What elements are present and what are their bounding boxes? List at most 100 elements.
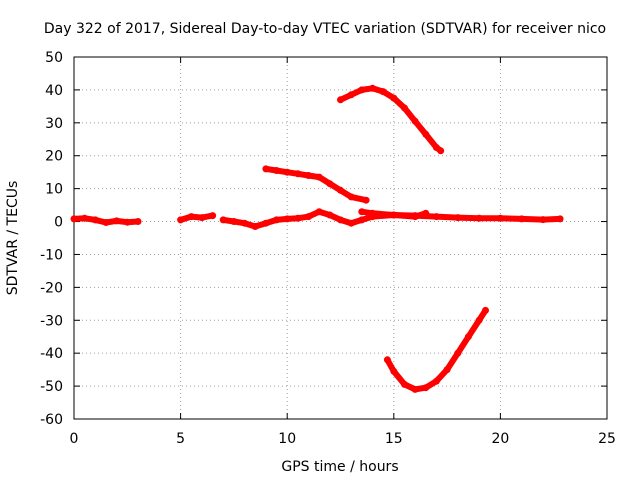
- data-point: [432, 213, 440, 221]
- data-point: [422, 384, 430, 392]
- data-point: [315, 208, 323, 216]
- data-point: [411, 117, 419, 125]
- data-point: [347, 193, 355, 201]
- data-point: [251, 223, 259, 230]
- data-point: [123, 218, 131, 226]
- data-point: [241, 219, 249, 227]
- data-point: [113, 217, 121, 225]
- data-point: [422, 209, 430, 217]
- data-point: [262, 165, 270, 173]
- data-point: [390, 367, 398, 375]
- y-tick-label: -20: [40, 280, 63, 296]
- data-point: [454, 349, 462, 357]
- y-tick-label: -60: [40, 412, 63, 428]
- data-point: [411, 213, 419, 221]
- data-point: [283, 215, 291, 223]
- data-point: [539, 216, 547, 224]
- y-tick-label: 40: [45, 83, 63, 99]
- data-point: [294, 214, 302, 222]
- data-point: [326, 211, 334, 219]
- y-tick-label: 20: [45, 149, 63, 165]
- data-point: [369, 84, 376, 92]
- plot-frame: [73, 56, 608, 420]
- data-point: [422, 130, 430, 138]
- x-tick-label: 15: [385, 431, 403, 447]
- y-tick-label: -30: [40, 313, 63, 329]
- data-point: [437, 147, 445, 155]
- data-point: [262, 219, 270, 227]
- data-point: [283, 168, 291, 176]
- y-tick-label: -10: [40, 247, 63, 263]
- y-tick-label: 10: [45, 182, 63, 198]
- data-series: [70, 84, 564, 393]
- data-point: [358, 216, 366, 224]
- data-point: [464, 333, 472, 341]
- x-tick-label: 20: [491, 431, 509, 447]
- series-arc-5: [262, 165, 370, 204]
- data-point: [273, 216, 280, 224]
- data-point: [305, 213, 312, 221]
- data-point: [411, 385, 419, 393]
- series-arc-1: [70, 214, 142, 226]
- data-point: [390, 211, 398, 219]
- y-axis-label: SDTVAR / TECUs: [5, 181, 21, 296]
- data-point: [337, 216, 344, 224]
- data-point: [337, 186, 344, 194]
- data-point: [315, 173, 323, 181]
- series-arc-6: [337, 84, 445, 155]
- data-point: [432, 377, 440, 385]
- axis-ticks: [73, 56, 608, 420]
- y-tick-label: -50: [40, 379, 63, 395]
- data-point: [401, 104, 408, 112]
- x-tick-label: 25: [598, 431, 616, 447]
- series-arc-2: [177, 212, 217, 224]
- y-tick-label: -40: [40, 346, 63, 362]
- data-point: [379, 88, 387, 96]
- x-tick-label: 0: [70, 431, 79, 447]
- data-point: [496, 214, 504, 222]
- data-point: [273, 167, 280, 174]
- data-point: [475, 214, 483, 222]
- series-line: [262, 165, 370, 204]
- data-point: [482, 306, 489, 314]
- x-tick-labels: 0 5 10 15 20 25: [70, 431, 616, 447]
- data-point: [347, 219, 355, 227]
- data-point: [305, 172, 312, 179]
- data-point: [369, 209, 376, 217]
- data-point: [443, 366, 451, 374]
- data-point: [209, 212, 217, 220]
- data-point: [326, 180, 334, 188]
- data-point: [198, 214, 206, 222]
- data-point: [70, 215, 78, 223]
- data-point: [230, 218, 238, 225]
- x-tick-label: 5: [176, 431, 185, 447]
- data-point: [91, 216, 99, 224]
- data-point: [358, 208, 366, 216]
- y-tick-label: 0: [54, 215, 63, 231]
- series-arc-4: [358, 208, 430, 221]
- data-point: [518, 215, 526, 223]
- y-tick-label: 50: [45, 50, 63, 66]
- data-point: [177, 216, 185, 224]
- chart-title: Day 322 of 2017, Sidereal Day-to-day VTE…: [44, 21, 606, 37]
- data-point: [475, 316, 483, 324]
- x-axis-label: GPS time / hours: [281, 459, 398, 475]
- data-point: [362, 196, 370, 204]
- data-point: [134, 218, 142, 225]
- data-point: [102, 219, 110, 226]
- data-point: [294, 170, 302, 178]
- grid: [74, 57, 607, 419]
- data-point: [383, 356, 391, 364]
- data-point: [81, 214, 89, 222]
- series-arc-3: [219, 208, 564, 230]
- series-arc-7: [383, 306, 489, 393]
- data-point: [219, 216, 227, 224]
- data-point: [358, 86, 366, 94]
- y-tick-labels: -60 -50 -40 -30 -20 -10 0 10 20 30 40 50: [40, 50, 63, 428]
- data-point: [556, 215, 564, 223]
- data-point: [187, 213, 195, 221]
- series-line: [384, 307, 489, 393]
- data-point: [347, 91, 355, 99]
- y-tick-label: 30: [45, 116, 63, 132]
